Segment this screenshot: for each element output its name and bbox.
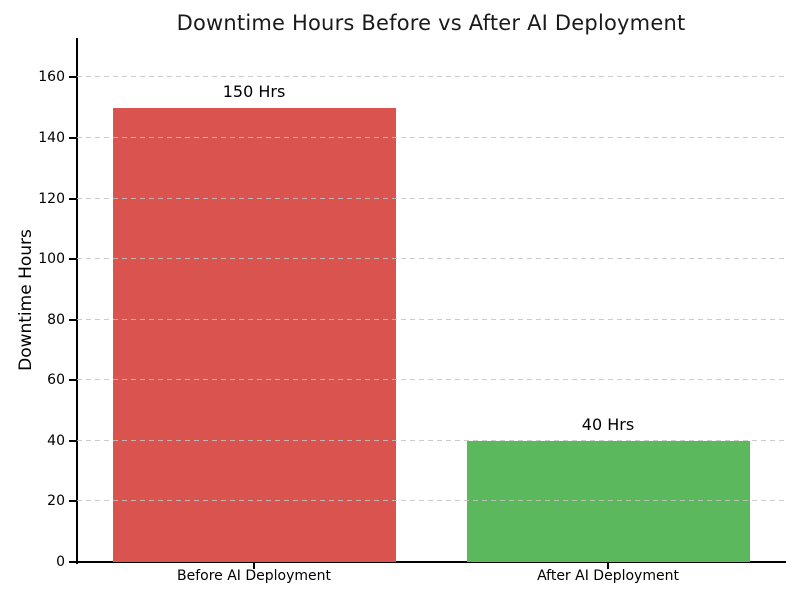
y-axis-spine	[76, 38, 78, 564]
y-tick-mark	[69, 500, 76, 502]
y-tick-mark	[69, 76, 76, 78]
y-tick-label: 20	[47, 493, 65, 509]
y-tick-mark	[69, 198, 76, 200]
chart-title: Downtime Hours Before vs After AI Deploy…	[176, 11, 686, 35]
y-tick-label: 140	[38, 130, 65, 146]
y-tick-label: 80	[47, 312, 65, 328]
gridline-y20	[77, 500, 785, 501]
gridline-y160	[77, 76, 785, 77]
x-tick-label: Before AI Deployment	[176, 568, 332, 584]
y-tick-mark	[69, 561, 76, 563]
bar-value-label: 150 Hrs	[222, 82, 286, 101]
y-tick-mark	[69, 440, 76, 442]
gridline-y140	[77, 137, 785, 138]
plot-area: 150 Hrs 40 Hrs	[77, 38, 785, 562]
y-tick-mark	[69, 137, 76, 139]
gridline-y100	[77, 258, 785, 259]
y-tick-mark	[69, 258, 76, 260]
y-tick-label: 0	[56, 554, 65, 570]
gridline-y120	[77, 198, 785, 199]
x-tick-mark	[253, 563, 255, 569]
y-tick-label: 60	[47, 372, 65, 388]
gridline-y80	[77, 319, 785, 320]
y-tick-label: 100	[38, 251, 65, 267]
bar-value-label: 40 Hrs	[581, 415, 635, 434]
y-tick-mark	[69, 319, 76, 321]
gridline-y40	[77, 440, 785, 441]
x-axis-spine	[76, 561, 786, 563]
gridline-y60	[77, 379, 785, 380]
x-tick-mark	[607, 563, 609, 569]
y-tick-label: 40	[47, 433, 65, 449]
y-tick-label: 160	[38, 69, 65, 85]
x-tick-label: After AI Deployment	[537, 568, 679, 584]
y-tick-label: 120	[38, 191, 65, 207]
bar-after-ai	[467, 441, 750, 562]
bar-before-ai	[113, 108, 396, 562]
y-tick-mark	[69, 379, 76, 381]
